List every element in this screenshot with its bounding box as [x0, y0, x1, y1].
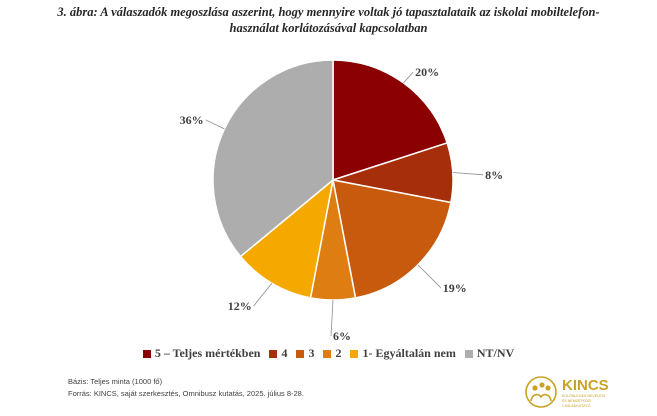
legend-item-4: 2: [323, 346, 341, 361]
leader-line-1: [403, 71, 414, 84]
legend-label-1: 5 – Teljes mértékben: [154, 346, 261, 360]
legend-item-6: NT/NV: [464, 346, 515, 361]
legend-swatch-5: [350, 349, 359, 358]
data-label-3: 19%: [443, 281, 467, 295]
data-label-5: 12%: [228, 299, 252, 313]
legend-item-1: 5 – Teljes mértékben: [142, 346, 261, 361]
chart-title-line-1: 3. ábra: A válaszadók megoszlása aszerin…: [57, 5, 600, 19]
legend-label-2: 4: [281, 346, 288, 360]
legend-swatch-1: [142, 349, 151, 358]
source-note: Forrás: KINCS, saját szerkesztés, Omnibu…: [68, 389, 304, 398]
legend-swatch-3: [296, 349, 305, 358]
legend-swatch-2: [269, 349, 278, 358]
leader-line-5: [253, 283, 273, 307]
pie-slices: [212, 59, 454, 301]
kincs-logo: KINCS KÜLÖNLEGES NEVELÉSI ÉS NEMZETKÖZI …: [525, 376, 609, 408]
legend-label-4: 2: [335, 346, 342, 360]
leader-line-3: [417, 264, 442, 289]
pie-leader-lines: [205, 71, 484, 337]
data-label-1: 20%: [415, 65, 439, 79]
pie-slice-3: [332, 179, 452, 299]
logo-subtitle-2: ÉS NEMZETKÖZI: [562, 398, 591, 403]
logo-subtitle-3: CSALÁDKUTATÓ: [562, 403, 591, 408]
pie-chart: 20% 8% 19% 6% 12% 36%: [180, 59, 504, 343]
legend-item-5: 1- Egyáltalán nem: [350, 346, 456, 361]
leader-line-4: [330, 299, 334, 337]
logo-subtitle-1: KÜLÖNLEGES NEVELÉSI: [562, 393, 605, 398]
pie-slice-6: [212, 59, 334, 258]
legend-item-2: 4: [269, 346, 287, 361]
chart-title-line-2: használat korlátozásával kapcsolatban: [229, 21, 428, 35]
family-circle-icon: [525, 376, 557, 408]
pie-data-labels: 20% 8% 19% 6% 12% 36%: [180, 65, 504, 343]
chart-footer: Bázis: Teljes minta (1000 fő) Forrás: KI…: [68, 376, 304, 400]
pie-slice-5: [239, 178, 335, 299]
legend-label-5: 1- Egyáltalán nem: [362, 346, 456, 360]
pie-slice-1: [332, 59, 449, 182]
leader-line-6: [205, 119, 225, 130]
legend-label-6: NT/NV: [476, 346, 515, 360]
logo-wordmark: KINCS: [562, 377, 609, 394]
chart-legend: 5 – Teljes mértékben 4 3 2 1- Egyáltalán nem…: [0, 346, 657, 361]
data-label-4: 6%: [333, 329, 351, 343]
basis-note: Bázis: Teljes minta (1000 fő): [68, 377, 163, 386]
chart-title: 3. ábra: A válaszadók megoszlása aszerin…: [0, 4, 657, 36]
data-label-6: 36%: [180, 113, 204, 127]
legend-swatch-4: [323, 349, 332, 358]
leader-line-2: [452, 172, 484, 176]
legend-swatch-6: [464, 349, 473, 358]
legend-item-3: 3: [296, 346, 314, 361]
data-label-2: 8%: [485, 168, 503, 182]
legend-label-3: 3: [308, 346, 315, 360]
